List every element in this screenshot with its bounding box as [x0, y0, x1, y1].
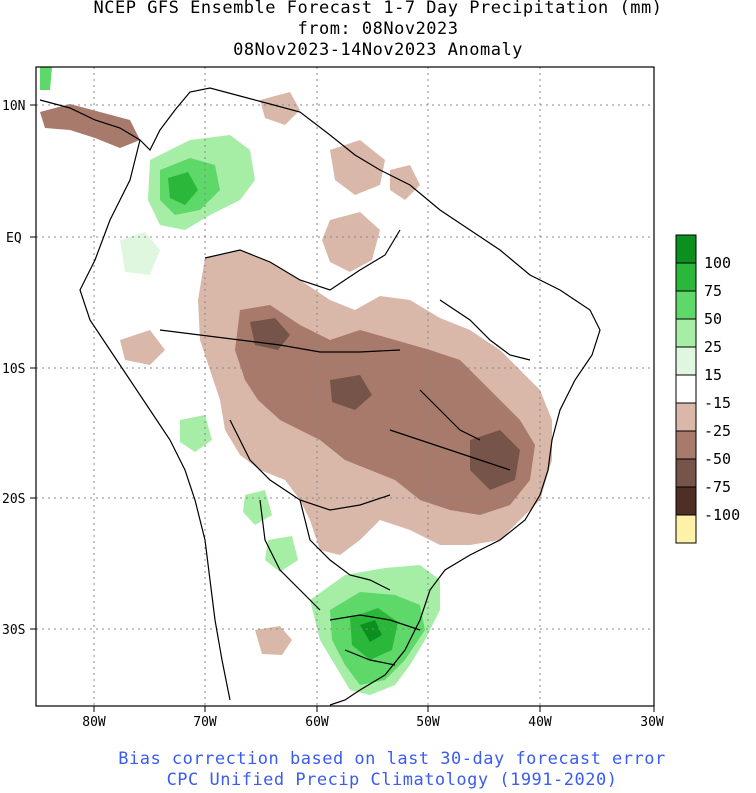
- legend-swatch: [675, 514, 697, 544]
- legend-swatch: [675, 234, 697, 264]
- title-line-1: NCEP GFS Ensemble Forecast 1-7 Day Preci…: [93, 0, 663, 18]
- footer-line-1: Bias correction based on last 30-day for…: [118, 749, 666, 769]
- legend-label: -15: [704, 394, 731, 412]
- legend-swatch: [675, 458, 697, 488]
- legend-swatch: [675, 346, 697, 376]
- coastlines-and-borders: [39, 87, 601, 706]
- legend-swatch: [675, 318, 697, 348]
- legend-label: -25: [704, 422, 731, 440]
- legend-swatch: [675, 374, 697, 404]
- legend-swatch: [675, 262, 697, 292]
- lon-label-70w: 70W: [193, 715, 217, 730]
- footer-line-2: CPC Unified Precip Climatology (1991-202…: [166, 770, 618, 790]
- lon-label-60w: 60W: [305, 715, 329, 730]
- lat-label-30s: 30S: [2, 623, 25, 638]
- color-legend: 100 75 50 25 15 -15 -25 -50 -75 -100: [675, 234, 740, 544]
- lat-label-eq: EQ: [6, 231, 22, 246]
- lat-label-10s: 10S: [2, 362, 25, 377]
- dry-anomaly-fields: [40, 92, 552, 655]
- lat-lon-grid: [36, 67, 654, 706]
- lat-label-10n: 10N: [2, 99, 25, 114]
- lat-label-20s: 20S: [2, 492, 25, 507]
- legend-label: -75: [704, 478, 731, 496]
- legend-label: 100: [704, 254, 731, 272]
- legend-swatch: [675, 486, 697, 516]
- legend-label: 75: [704, 282, 722, 300]
- lon-label-50w: 50W: [416, 715, 440, 730]
- legend-swatch: [675, 402, 697, 432]
- legend-swatch: [675, 430, 697, 460]
- lon-label-80w: 80W: [82, 715, 106, 730]
- tick-marks: [30, 104, 655, 712]
- legend-label: 25: [704, 338, 722, 356]
- lon-label-40w: 40W: [528, 715, 552, 730]
- legend-swatch: [675, 290, 697, 320]
- legend-label: 15: [704, 366, 722, 384]
- map-frame: [35, 66, 655, 707]
- lon-label-30w: 30W: [640, 715, 664, 730]
- legend-label: -50: [704, 450, 731, 468]
- title-line-3: 08Nov2023-14Nov2023 Anomaly: [233, 40, 523, 60]
- latitude-labels: 10N EQ 10S 20S 30S: [2, 99, 25, 638]
- map-content: [36, 67, 654, 706]
- title-line-2: from: 08Nov2023: [297, 19, 459, 39]
- legend-label: -100: [704, 506, 740, 524]
- legend-label: 50: [704, 310, 722, 328]
- longitude-labels: 80W 70W 60W 50W 40W 30W: [82, 715, 664, 730]
